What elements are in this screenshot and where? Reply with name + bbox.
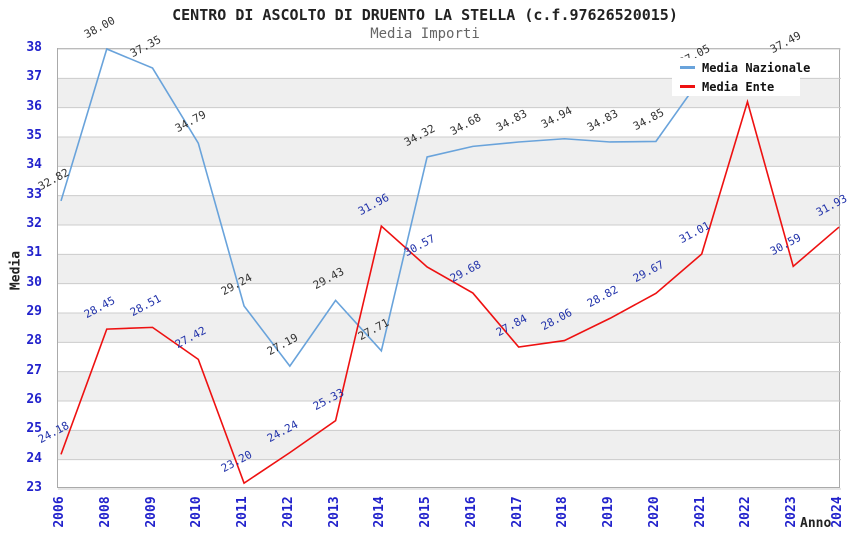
y-tick-label: 31 xyxy=(26,245,42,261)
y-tick-label: 24 xyxy=(26,450,42,466)
line-swatch-icon xyxy=(680,85,695,88)
y-tick-label: 26 xyxy=(26,392,42,407)
line-swatch-icon xyxy=(680,66,695,69)
legend-label: Media Nazionale xyxy=(702,60,811,75)
y-tick-label: 38 xyxy=(26,40,42,55)
x-tick-label: 2009 xyxy=(143,496,159,528)
y-tick-label: 28 xyxy=(26,333,42,349)
x-tick-label: 2008 xyxy=(97,496,113,528)
series-lines-svg xyxy=(58,47,841,490)
plot-area xyxy=(57,47,841,490)
y-tick-label: 37 xyxy=(26,69,42,85)
x-tick-label: 2022 xyxy=(738,496,754,528)
legend-label: Media Ente xyxy=(702,79,775,94)
y-tick-label: 33 xyxy=(26,186,42,202)
series-line xyxy=(60,47,703,368)
x-tick-label: 2024 xyxy=(830,496,845,528)
x-tick-label: 2017 xyxy=(509,496,525,528)
x-tick-label: 2019 xyxy=(601,496,617,528)
x-tick-label: 2010 xyxy=(189,496,205,528)
chart-title: CENTRO DI ASCOLTO DI DRUENTO LA STELLA (… xyxy=(172,6,678,24)
series-line xyxy=(60,98,840,485)
y-tick-label: 32 xyxy=(26,216,42,231)
x-tick-label: 2006 xyxy=(52,496,67,528)
y-tick-label: 30 xyxy=(26,274,42,290)
x-tick-label: 2013 xyxy=(326,496,342,528)
x-tick-label: 2014 xyxy=(372,496,388,528)
y-tick-label: 29 xyxy=(26,304,42,319)
legend: Media Nazionale Media Ente xyxy=(672,58,810,96)
x-tick-label: 2018 xyxy=(555,496,571,528)
x-tick-label: 2011 xyxy=(235,496,251,528)
x-tick-label: 2016 xyxy=(463,496,479,528)
y-tick-label: 23 xyxy=(26,480,42,495)
chart-subtitle: Media Importi xyxy=(370,26,480,42)
y-tick-label: 34 xyxy=(26,157,42,173)
x-tick-label: 2012 xyxy=(280,496,296,528)
y-tick-label: 36 xyxy=(26,98,42,114)
y-tick-label: 25 xyxy=(26,421,42,437)
x-tick-label: 2021 xyxy=(692,496,708,528)
x-axis-title: Anno xyxy=(800,516,832,531)
x-tick-label: 2023 xyxy=(784,496,800,528)
legend-item-media-ente: Media Ente xyxy=(672,78,800,95)
x-tick-label: 2020 xyxy=(646,496,662,528)
y-tick-label: 35 xyxy=(26,128,42,143)
y-tick-label: 27 xyxy=(26,362,42,378)
legend-item-media-nazionale: Media Nazionale xyxy=(672,59,810,76)
x-tick-label: 2015 xyxy=(418,496,434,528)
